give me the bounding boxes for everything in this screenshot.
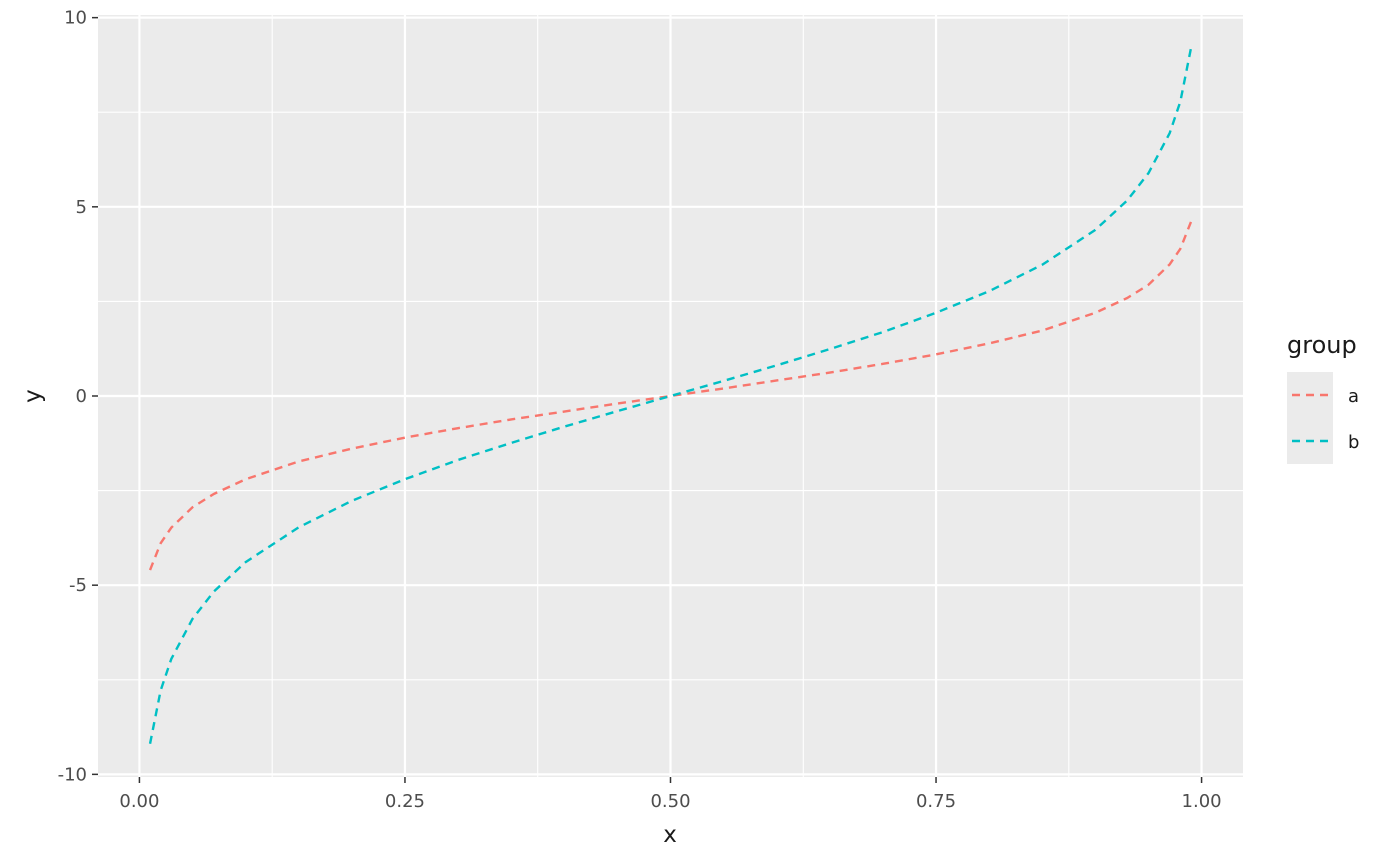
x-tick-label: 1.00: [1182, 791, 1222, 812]
y-axis-title: y: [20, 389, 46, 403]
x-axis-title: x: [663, 822, 677, 848]
legend-key-background: [1287, 372, 1333, 464]
legend: group a b: [1287, 331, 1359, 464]
legend-label-b: b: [1348, 432, 1359, 453]
y-tick-label: 10: [64, 8, 87, 29]
y-tick-label: 5: [76, 197, 87, 218]
x-tick-label: 0.75: [916, 791, 956, 812]
legend-label-a: a: [1348, 386, 1359, 407]
y-tick-label: 0: [76, 386, 87, 407]
series-line-a: [148, 221, 1193, 571]
y-tick-label: -5: [69, 575, 87, 596]
x-tick-label: 0.00: [119, 791, 159, 812]
x-tick-label: 0.50: [650, 791, 690, 812]
y-tick-label: -10: [58, 764, 87, 785]
axes: 0.00 0.25 0.50 0.75 1.00 -10 -5 0 5 10: [58, 8, 1222, 812]
x-tick-label: 0.25: [385, 791, 425, 812]
series-lines: [148, 48, 1193, 744]
major-grid: [98, 15, 1243, 777]
legend-title: group: [1287, 331, 1357, 359]
